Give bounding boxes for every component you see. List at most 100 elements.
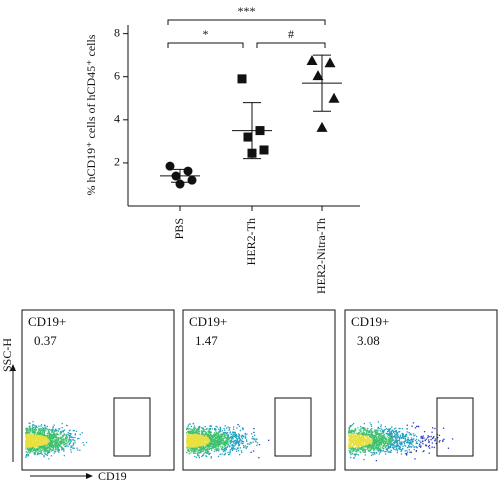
event-dot [216,439,219,441]
event-dot [374,445,377,447]
event-dot [215,449,217,451]
event-dot [451,438,454,440]
event-dot [199,443,201,445]
event-dot [390,451,392,453]
event-dot [198,457,200,459]
event-dot [27,455,29,457]
event-dot [58,444,60,446]
event-dot [414,446,416,448]
event-dot [373,437,376,439]
event-dot [208,430,211,433]
event-dot [356,449,358,451]
event-dot [69,436,71,438]
data-point [259,145,269,155]
event-dot [45,446,47,448]
event-dot [386,431,389,433]
event-dot [29,448,31,451]
event-dot [355,430,357,432]
event-dot [403,437,405,439]
event-dot [225,434,227,436]
event-dot [63,439,65,441]
event-dot [398,448,400,450]
event-dot [238,425,241,427]
event-dot [372,454,374,456]
event-dot [43,439,45,442]
event-dot [256,438,258,440]
event-dot [206,451,208,453]
event-dot [196,431,198,434]
event-dot [34,443,36,445]
event-dot [200,433,203,436]
event-dot [366,440,368,443]
event-dot [406,439,408,441]
event-dot [386,433,388,435]
event-dot [43,443,45,445]
event-dot [190,452,192,454]
event-dot [35,431,37,433]
event-dot [388,443,390,445]
event-dot [226,446,228,448]
event-dot [36,448,38,450]
event-dot [66,436,69,439]
event-dot [216,436,218,439]
event-dot [375,446,378,448]
event-dot [356,444,358,446]
event-dot [54,444,56,446]
event-dot [206,450,209,453]
event-dot [224,440,227,443]
event-dot [38,425,40,427]
event-dot [206,439,209,441]
event-dot [218,433,220,436]
event-dot [46,433,48,435]
event-dot [405,439,407,442]
event-dot [368,447,370,449]
significance-bracket [256,42,326,48]
event-dot [33,448,35,450]
event-dot [192,442,194,444]
event-dot [377,428,379,430]
event-dot [27,449,29,452]
event-dot [374,448,376,451]
event-dot [416,446,418,449]
event-dot [238,443,241,446]
event-dot [399,446,401,448]
event-dot [213,442,215,444]
event-dot [38,436,40,439]
event-dot [197,439,200,442]
event-dot [204,452,206,454]
event-dot [62,435,65,437]
event-dot [35,444,37,446]
event-dot [350,438,352,440]
event-dot [188,448,190,451]
event-dot [61,436,64,438]
event-dot [412,441,414,443]
event-dot [251,433,253,435]
event-dot [216,437,218,440]
event-dot [197,431,199,433]
event-dot [393,430,395,433]
event-dot [38,430,40,432]
event-dot [43,437,45,439]
event-dot [213,442,215,445]
event-dot [57,430,60,432]
event-dot [50,429,52,431]
event-dot [32,445,34,448]
event-dot [219,439,221,441]
event-dot [371,443,374,445]
event-dot [58,437,60,439]
event-dot [33,452,35,454]
event-dot [192,451,194,453]
event-dot [241,451,243,454]
event-dot [439,440,441,442]
event-dot [351,430,353,432]
event-dot [412,433,415,435]
event-dot [391,439,393,441]
event-dot [30,437,33,439]
event-dot [37,445,40,448]
event-dot [42,429,45,432]
event-dot [425,438,427,440]
event-dot [399,427,401,430]
event-dot [204,443,207,445]
event-dot [394,434,397,436]
event-dot [382,442,385,444]
